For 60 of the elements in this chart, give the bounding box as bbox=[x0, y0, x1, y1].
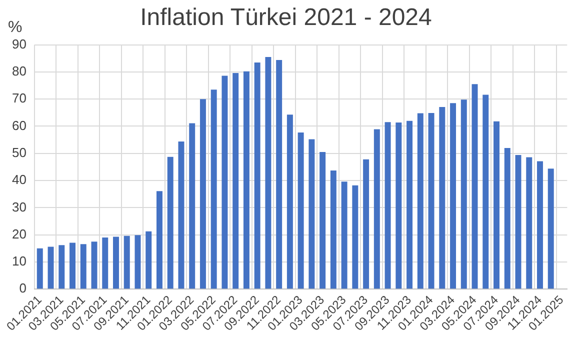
y-tick-label: 0 bbox=[19, 280, 26, 296]
bar bbox=[243, 71, 250, 289]
bar bbox=[48, 246, 54, 289]
y-tick-label: 10 bbox=[12, 254, 26, 269]
bar bbox=[276, 60, 282, 289]
bar bbox=[200, 99, 206, 289]
bar bbox=[374, 129, 380, 289]
bar bbox=[298, 132, 304, 289]
bar bbox=[167, 156, 174, 289]
bar bbox=[308, 139, 315, 289]
bar bbox=[102, 238, 108, 289]
bar bbox=[406, 120, 413, 289]
bar bbox=[504, 148, 510, 289]
bar bbox=[134, 235, 141, 289]
bar bbox=[254, 62, 260, 289]
y-tick-label: 90 bbox=[12, 36, 26, 52]
bar bbox=[70, 242, 76, 289]
y-tick-label: 50 bbox=[12, 144, 26, 160]
bar bbox=[494, 121, 500, 289]
y-tick-label: 70 bbox=[12, 90, 26, 106]
bar bbox=[189, 123, 196, 289]
bar bbox=[482, 94, 489, 289]
y-tick-label: 80 bbox=[12, 64, 26, 79]
bar bbox=[341, 182, 348, 289]
y-tick-label: 40 bbox=[12, 172, 26, 188]
bar bbox=[91, 242, 98, 289]
bar bbox=[439, 106, 446, 289]
bar bbox=[417, 113, 424, 289]
bar bbox=[232, 73, 239, 289]
bar bbox=[320, 152, 326, 289]
bar bbox=[222, 76, 228, 289]
bar bbox=[450, 103, 456, 289]
bar bbox=[472, 84, 478, 289]
y-axis-title: % bbox=[8, 19, 22, 36]
bar bbox=[515, 155, 522, 289]
bar bbox=[113, 236, 119, 289]
bar bbox=[460, 100, 467, 289]
bar bbox=[384, 122, 391, 289]
bar bbox=[330, 170, 336, 289]
bar bbox=[352, 185, 358, 289]
bar bbox=[428, 112, 434, 289]
bar bbox=[526, 157, 532, 289]
bar bbox=[178, 141, 184, 289]
y-tick-label: 60 bbox=[12, 118, 26, 133]
bar bbox=[286, 114, 293, 289]
chart-title: Inflation Türkei 2021 - 2024 bbox=[140, 4, 432, 32]
bar bbox=[36, 248, 43, 289]
bar bbox=[265, 57, 272, 289]
bar bbox=[146, 231, 152, 289]
bar bbox=[537, 161, 543, 289]
bar bbox=[80, 244, 86, 289]
y-tick-label: 30 bbox=[12, 199, 26, 214]
bar bbox=[156, 191, 162, 289]
y-tick-label: 20 bbox=[12, 226, 26, 242]
bar bbox=[58, 245, 65, 289]
bar bbox=[363, 159, 370, 289]
bar bbox=[548, 168, 554, 289]
bar bbox=[396, 122, 402, 289]
bar bbox=[210, 90, 217, 289]
bar bbox=[124, 236, 130, 289]
